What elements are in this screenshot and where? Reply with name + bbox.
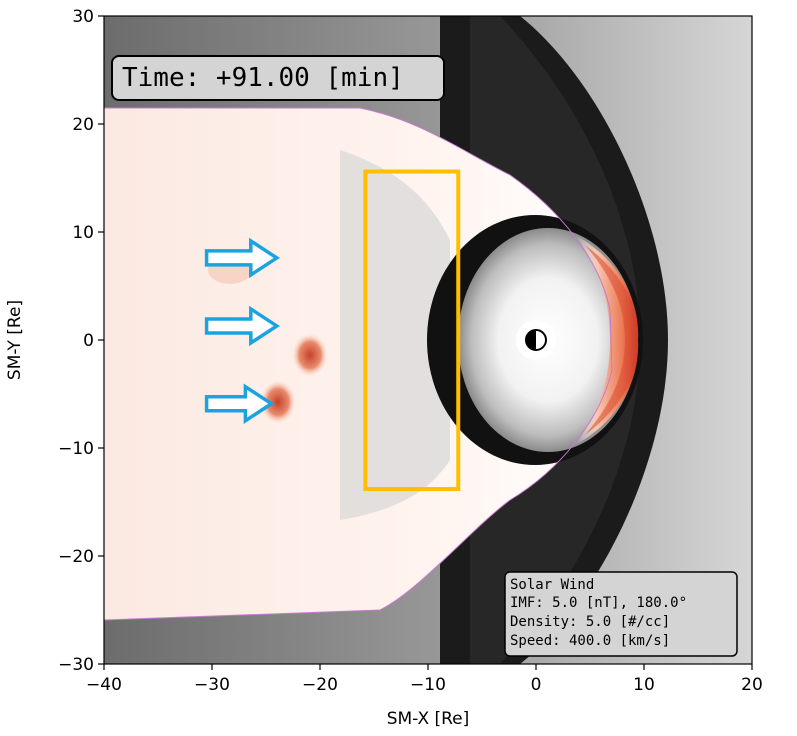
y-tick-label: −30 bbox=[58, 655, 94, 675]
flow-arrow-icon bbox=[204, 383, 275, 424]
solar-wind-speed: Speed: 400.0 [km/s] bbox=[510, 633, 670, 649]
x-tick-label: 10 bbox=[633, 675, 655, 695]
annotations bbox=[204, 169, 461, 492]
x-tick-label: −20 bbox=[302, 675, 338, 695]
x-tick-label: −30 bbox=[194, 675, 230, 695]
y-tick-label: 10 bbox=[72, 223, 94, 243]
dayside-cap-core bbox=[585, 245, 639, 435]
lobe-region bbox=[340, 150, 450, 520]
flow-arrow-icon bbox=[204, 237, 280, 279]
solar-wind-box: Solar Wind IMF: 5.0 [nT], 180.0° Density… bbox=[504, 571, 738, 657]
x-tick-label: −10 bbox=[410, 675, 446, 695]
x-tick-label: −40 bbox=[86, 675, 122, 695]
y-tick-label: −20 bbox=[58, 547, 94, 567]
time-box: Time: +91.00 [min] bbox=[111, 55, 445, 101]
y-tick-label: −10 bbox=[58, 439, 94, 459]
solar-wind-title: Solar Wind bbox=[510, 577, 594, 593]
solar-wind-density: Density: 5.0 [#/cc] bbox=[510, 614, 670, 630]
highlight-box bbox=[363, 169, 461, 492]
density-field bbox=[104, 16, 752, 664]
vortex-1 bbox=[292, 333, 328, 377]
time-label: Time: +91.00 [min] bbox=[122, 63, 404, 93]
magnetopause-contour bbox=[104, 107, 613, 621]
flow-arrow-icon bbox=[204, 305, 280, 347]
x-axis-label: SM-X [Re] bbox=[387, 709, 470, 729]
solar-wind-imf: IMF: 5.0 [nT], 180.0° bbox=[510, 595, 687, 611]
x-tick-label: 20 bbox=[741, 675, 763, 695]
vortex-2 bbox=[260, 380, 296, 424]
y-tick-label: 20 bbox=[72, 115, 94, 135]
x-tick-label: 0 bbox=[531, 675, 542, 695]
y-tick-label: 30 bbox=[72, 7, 94, 27]
y-tick-label: 0 bbox=[83, 331, 94, 351]
y-axis-label: SM-Y [Re] bbox=[5, 300, 25, 380]
